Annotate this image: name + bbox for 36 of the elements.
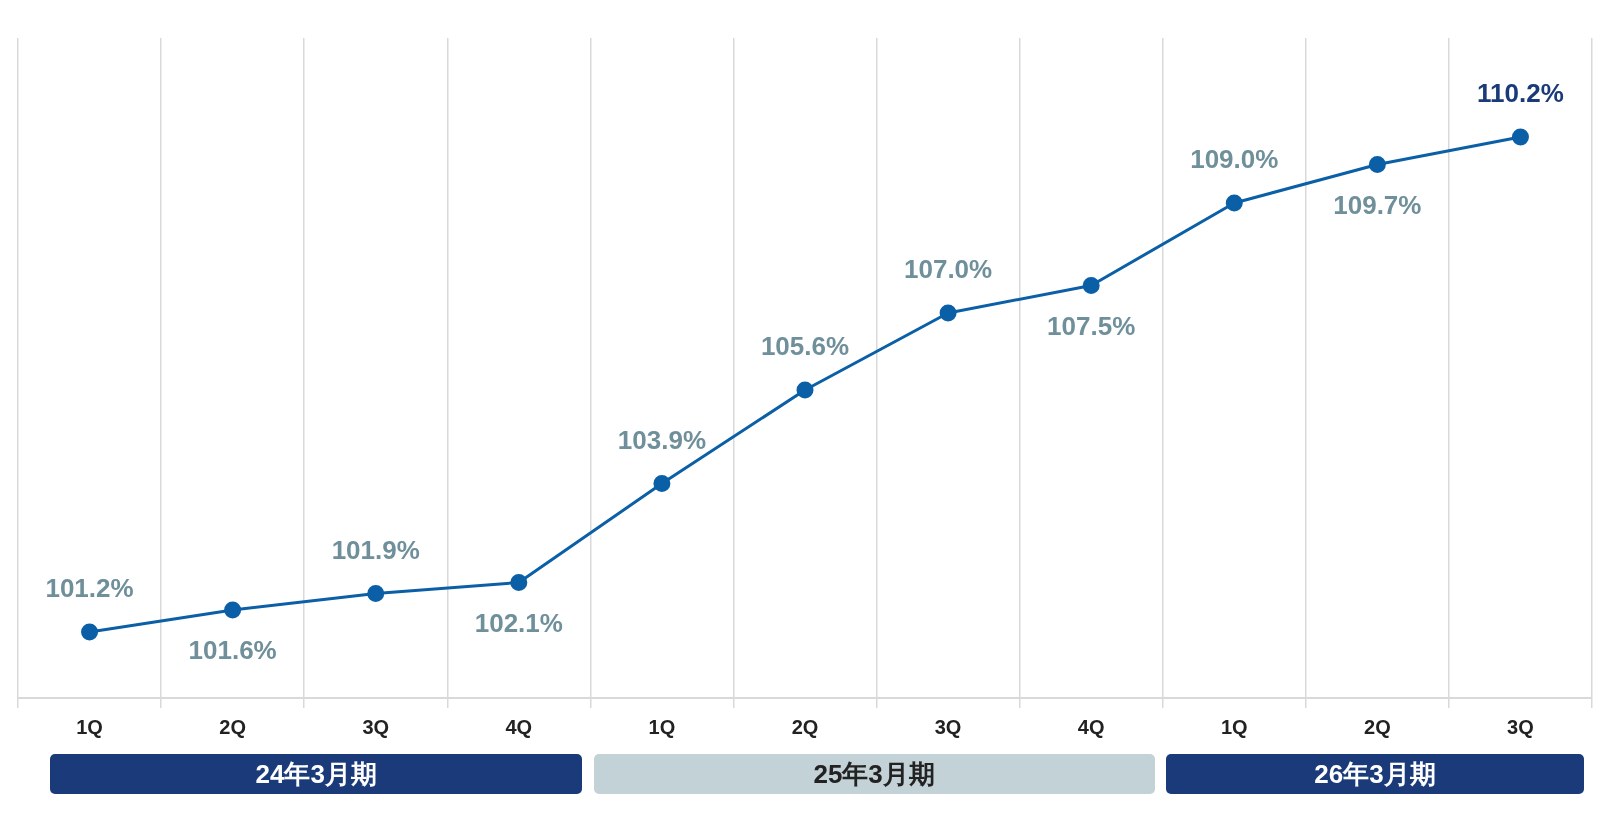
x-tick-label: 2Q	[219, 715, 246, 738]
x-tick-label: 1Q	[648, 715, 676, 738]
x-tick-label: 3Q	[362, 715, 390, 738]
text: 24年3月期	[50, 754, 583, 794]
data-label: 110.2%	[1477, 78, 1564, 109]
point	[939, 304, 957, 322]
data-label: 109.0%	[1190, 144, 1279, 175]
data-label: 101.2%	[45, 573, 134, 604]
data-label: 101.6%	[188, 635, 277, 666]
data-label: 105.6%	[760, 331, 850, 362]
data-label: 107.5%	[1047, 310, 1136, 341]
data-label: 102.1%	[474, 607, 563, 638]
point	[1511, 128, 1529, 146]
point	[1368, 156, 1386, 173]
x-tick-label: 2Q	[1364, 715, 1391, 738]
x-tick-label: 4Q	[1077, 715, 1105, 738]
data-label: 101.9%	[331, 534, 420, 565]
x-tick-label: 1Q	[1220, 715, 1248, 738]
data-label: 109.7%	[1333, 189, 1422, 220]
x-tick-label: 2Q	[791, 715, 819, 738]
data-label: 107.0%	[904, 254, 993, 285]
x-tick-label: 3Q	[1507, 715, 1534, 738]
x-tick-label: 1Q	[76, 715, 103, 738]
point	[81, 623, 99, 641]
point	[1082, 277, 1100, 294]
text: 26年3月期	[1165, 754, 1584, 794]
x-tick-label: 3Q	[934, 715, 962, 738]
point	[653, 475, 671, 492]
point	[1225, 194, 1243, 212]
point	[510, 574, 528, 591]
x-tick-label: 4Q	[505, 715, 533, 738]
point	[224, 601, 242, 619]
text: 25年3月期	[593, 754, 1155, 794]
point	[796, 381, 814, 399]
point	[367, 585, 385, 602]
data-label: 103.9%	[617, 424, 706, 455]
